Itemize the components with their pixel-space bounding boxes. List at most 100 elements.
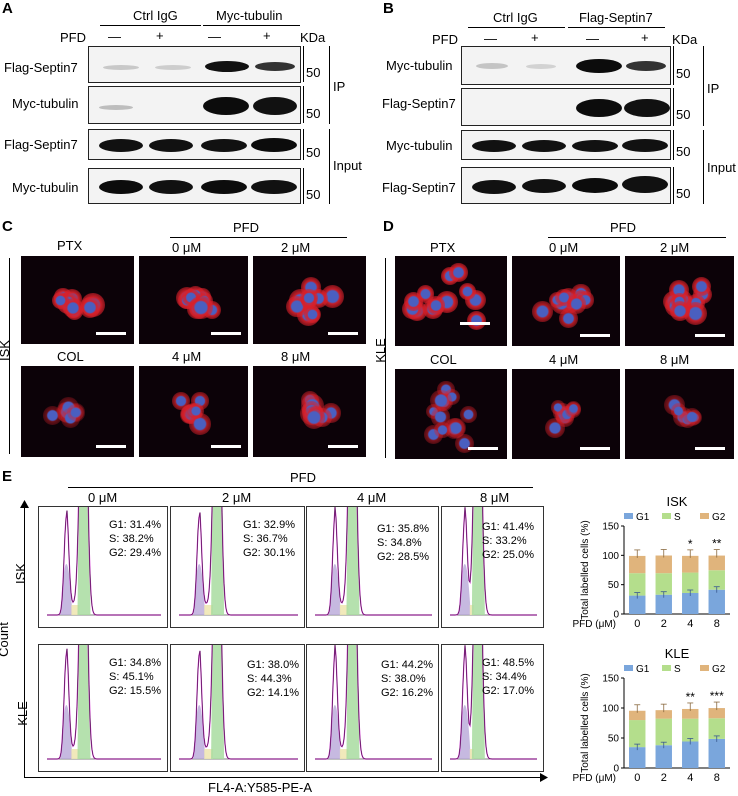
y-tick-label: 0	[613, 610, 619, 621]
legend-swatch	[662, 665, 671, 671]
g1-percent: G1: 41.4%	[482, 521, 534, 533]
pfd-label: PFD	[432, 32, 458, 47]
kda-label: KDa	[300, 30, 326, 45]
count-axis-label: Count	[0, 622, 11, 657]
cell-marker	[189, 295, 213, 320]
flow-histogram: G1: 32.9% S: 36.7% G2: 30.1%	[170, 506, 305, 628]
flow-histogram: G1: 48.5% S: 34.4% G2: 17.0%	[441, 644, 544, 772]
mw-tick-line	[303, 46, 304, 82]
western-blot-strip	[461, 88, 671, 126]
y-tick-label: 0	[613, 764, 619, 775]
dose-label: 2 μM	[281, 240, 311, 255]
legend-swatch	[624, 513, 633, 519]
g1-percent: G1: 48.5%	[482, 657, 534, 669]
bar-segment-g2	[682, 555, 699, 573]
y-axis-label: Total labelled cells (%)	[580, 520, 591, 620]
pfd-group-line	[548, 237, 726, 238]
row-label-kle: KLE	[14, 701, 30, 726]
scale-bar	[580, 447, 610, 450]
col-label: COL	[430, 352, 457, 367]
cell-marker	[455, 434, 475, 454]
x-axis-label: PFD (μM)	[572, 619, 616, 630]
bar-segment-g2	[629, 555, 646, 574]
cell-line-label: KLE	[372, 338, 388, 363]
panel-label-b: B	[383, 0, 394, 17]
g2-percent: G2: 30.1%	[243, 547, 295, 559]
microscopy-image	[139, 256, 248, 344]
cell-marker	[302, 406, 326, 429]
ip-label: IP	[333, 79, 346, 94]
g2-percent: G2: 16.2%	[381, 687, 433, 699]
minus-sign: —	[586, 31, 599, 46]
x-axis-label: PFD (μM)	[572, 773, 616, 784]
mw-tick-line	[303, 168, 304, 204]
mw-tick-line	[303, 129, 304, 160]
bar-segment-g1	[682, 741, 699, 768]
scale-bar	[211, 332, 241, 335]
scale-bar	[460, 322, 490, 325]
cell-line-label: ISK	[0, 340, 12, 361]
flow-histogram: G1: 38.0% S: 44.3% G2: 14.1%	[170, 644, 305, 772]
mw-marker: 50	[306, 106, 321, 121]
bar-segment-s	[655, 573, 672, 595]
legend-swatch	[624, 665, 633, 671]
dose-label: 0 μM	[172, 240, 202, 255]
histogram-plot	[315, 645, 432, 760]
cell-marker	[66, 404, 84, 422]
pfd-label: PFD	[610, 220, 636, 235]
microscopy-image	[512, 256, 620, 346]
western-blot-strip	[461, 130, 671, 160]
panel-label-a: A	[2, 0, 13, 17]
bar-segment-g1	[655, 745, 672, 768]
cell-marker	[670, 403, 686, 419]
x-tick-label: 8	[714, 772, 720, 784]
myc-group-line	[203, 25, 300, 26]
plus-sign: +	[531, 30, 539, 45]
dose-label: 8 μM	[480, 490, 510, 505]
histogram-plot	[179, 507, 298, 616]
cell-marker	[458, 282, 477, 301]
cell-marker	[430, 389, 452, 412]
minus-sign: —	[208, 29, 221, 44]
scale-bar	[328, 445, 358, 448]
myc-tubulin-header: Myc-tubulin	[216, 8, 283, 23]
blot-row-label: Myc-tubulin	[12, 96, 79, 111]
cell-marker	[566, 293, 587, 314]
mw-marker: 50	[676, 107, 691, 122]
microscopy-image	[21, 256, 134, 344]
arrow-icon	[540, 773, 548, 782]
flow-histogram: G1: 41.4% S: 33.2% G2: 25.0%	[441, 506, 544, 628]
x-tick-label: 4	[687, 772, 693, 784]
input-label: Input	[707, 160, 736, 175]
mw-marker: 50	[676, 66, 691, 81]
western-blot-strip	[88, 46, 301, 83]
s-percent: S: 34.8%	[377, 537, 422, 549]
cell-marker	[544, 417, 565, 439]
bar-segment-s	[629, 720, 646, 748]
microscopy-image	[253, 366, 366, 457]
kda-label: KDa	[672, 32, 698, 47]
cell-marker	[445, 417, 467, 438]
legend-label: S	[674, 512, 681, 523]
ctrl-igg-label: Ctrl IgG	[133, 8, 178, 23]
ptx-label: PTX	[57, 238, 83, 253]
g2-percent: G2: 29.4%	[109, 547, 161, 559]
mw-tick-line	[673, 88, 674, 126]
histogram-plot	[179, 645, 298, 760]
bar-segment-g1	[655, 594, 672, 614]
cell-marker	[171, 392, 190, 410]
dose-label: 0 μM	[88, 490, 118, 505]
legend-label: G2	[712, 512, 726, 523]
flag-group-line	[568, 27, 665, 28]
bar-segment-g1	[629, 595, 646, 614]
g2-percent: G2: 28.5%	[377, 551, 429, 563]
y-tick-label: 100	[602, 551, 619, 562]
x-tick-label: 0	[634, 618, 640, 630]
cell-marker	[682, 408, 701, 426]
significance-marker: **	[712, 537, 722, 551]
ctrl-group-line	[100, 25, 201, 26]
bar-segment-g2	[708, 708, 725, 719]
g1-percent: G1: 35.8%	[377, 523, 429, 535]
dose-label: 2 μM	[660, 240, 690, 255]
panel-label-d: D	[383, 218, 394, 235]
